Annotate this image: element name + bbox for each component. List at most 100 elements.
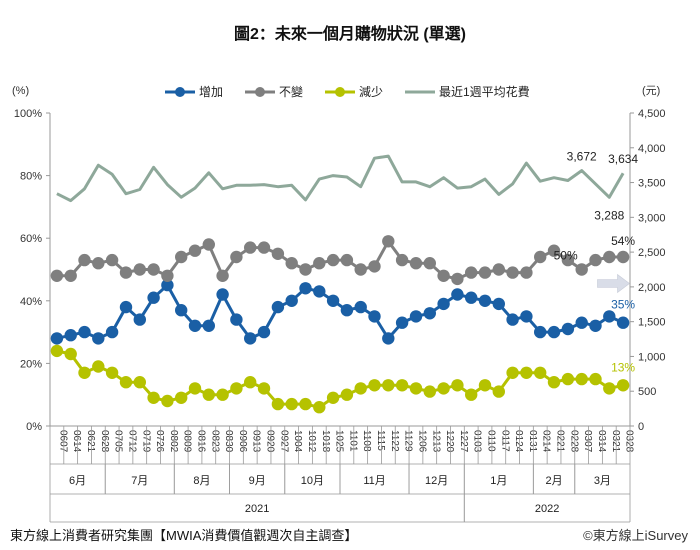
x-tick-label: 0131 <box>527 430 538 453</box>
data-point-decrease <box>92 360 105 373</box>
data-point-decrease <box>161 394 174 408</box>
data-point-increase <box>478 294 492 307</box>
copyright-note: ©東方線上iSurvey <box>583 528 688 543</box>
data-label: 3,288 <box>594 208 624 222</box>
data-point-same <box>313 257 326 270</box>
data-point-increase <box>105 325 119 339</box>
data-point-increase <box>175 304 188 317</box>
data-point-decrease <box>492 385 505 398</box>
legend-marker-increase <box>175 87 185 97</box>
data-point-same <box>437 269 450 282</box>
legend-label: 不變 <box>279 84 303 99</box>
data-point-same <box>119 266 133 279</box>
x-tick-label: 0228 <box>568 430 579 453</box>
legend-label: 增加 <box>199 85 223 99</box>
data-point-increase <box>437 297 450 311</box>
data-point-same <box>161 269 174 282</box>
data-point-increase <box>326 294 340 307</box>
data-point-same <box>285 257 298 270</box>
left-tick-label: 40% <box>20 296 42 308</box>
data-point-increase <box>216 288 229 301</box>
x-tick-label: 0906 <box>237 430 248 453</box>
data-point-same <box>64 269 77 282</box>
data-point-decrease <box>216 388 229 401</box>
data-point-decrease <box>409 382 423 395</box>
x-tick-label: 1227 <box>458 430 469 453</box>
right-tick-label: 3,000 <box>638 212 666 224</box>
data-point-same <box>188 244 202 257</box>
data-point-decrease <box>437 382 450 395</box>
month-label: 7月 <box>131 475 148 487</box>
data-point-increase <box>340 304 354 317</box>
month-label: 3月 <box>594 475 611 487</box>
data-point-increase <box>465 291 478 304</box>
data-point-increase <box>561 322 575 336</box>
data-point-increase <box>616 316 630 329</box>
data-point-decrease <box>616 379 630 392</box>
data-point-increase <box>244 332 257 345</box>
year-label: 2022 <box>535 503 559 515</box>
data-point-same <box>105 253 119 267</box>
x-tick-label: 0214 <box>541 430 552 453</box>
data-point-increase <box>271 300 285 314</box>
data-point-decrease <box>603 382 616 395</box>
data-point-increase <box>589 319 602 332</box>
data-point-same <box>603 250 616 264</box>
data-point-increase <box>492 297 505 311</box>
right-tick-label: 4,500 <box>638 108 666 120</box>
x-tick-label: 0726 <box>154 430 165 453</box>
data-point-decrease <box>188 382 202 395</box>
data-label: 3,672 <box>567 150 597 164</box>
data-point-decrease <box>368 379 381 392</box>
year-label: 2021 <box>245 503 269 515</box>
data-point-decrease <box>506 366 519 379</box>
data-point-same <box>506 266 519 279</box>
x-tick-label: 0110 <box>486 430 497 452</box>
x-tick-label: 1129 <box>403 430 414 452</box>
data-point-same <box>465 266 478 279</box>
data-point-increase <box>520 310 533 323</box>
left-tick-label: 60% <box>20 233 42 245</box>
left-tick-label: 100% <box>14 108 42 120</box>
data-point-increase <box>547 325 561 339</box>
data-point-increase <box>534 325 547 339</box>
x-tick-label: 1206 <box>416 430 427 453</box>
data-point-decrease <box>395 379 409 392</box>
month-label: 11月 <box>363 475 385 487</box>
x-tick-label: 0809 <box>182 430 193 453</box>
source-note: 東方線上消費者研究集團【MWIA消費價值觀週次自主調查】 <box>10 528 358 543</box>
data-point-decrease <box>244 376 257 389</box>
data-point-same <box>534 250 547 264</box>
right-tick-label: 2,500 <box>638 247 666 259</box>
right-tick-label: 2,000 <box>638 282 666 294</box>
data-point-decrease <box>147 391 160 404</box>
data-point-decrease <box>257 382 271 395</box>
data-point-same <box>257 241 271 254</box>
x-tick-label: 0117 <box>499 430 510 452</box>
data-point-increase <box>409 310 423 323</box>
x-tick-label: 1108 <box>361 430 372 452</box>
x-tick-label: 0705 <box>113 430 124 453</box>
left-tick-label: 20% <box>20 358 42 370</box>
data-point-same <box>423 257 436 270</box>
data-point-increase <box>506 313 519 326</box>
data-point-increase <box>354 300 367 314</box>
x-tick-label: 0913 <box>251 430 262 453</box>
data-label: 35% <box>611 298 635 312</box>
data-point-same <box>216 269 229 282</box>
data-point-increase <box>92 332 105 345</box>
data-label: 3,634 <box>608 152 638 166</box>
data-point-same <box>271 247 285 260</box>
x-tick-label: 1122 <box>389 430 400 452</box>
data-point-same <box>575 263 588 276</box>
data-point-same <box>326 253 340 267</box>
left-axis-unit: (%) <box>12 85 29 97</box>
month-label: 8月 <box>193 475 210 487</box>
data-point-decrease <box>561 372 575 386</box>
data-point-increase <box>313 285 326 298</box>
x-tick-label: 0328 <box>624 430 635 453</box>
month-label: 1月 <box>490 475 507 487</box>
data-point-decrease <box>271 397 285 411</box>
x-tick-label: 0816 <box>196 430 207 453</box>
data-point-same <box>478 266 492 279</box>
